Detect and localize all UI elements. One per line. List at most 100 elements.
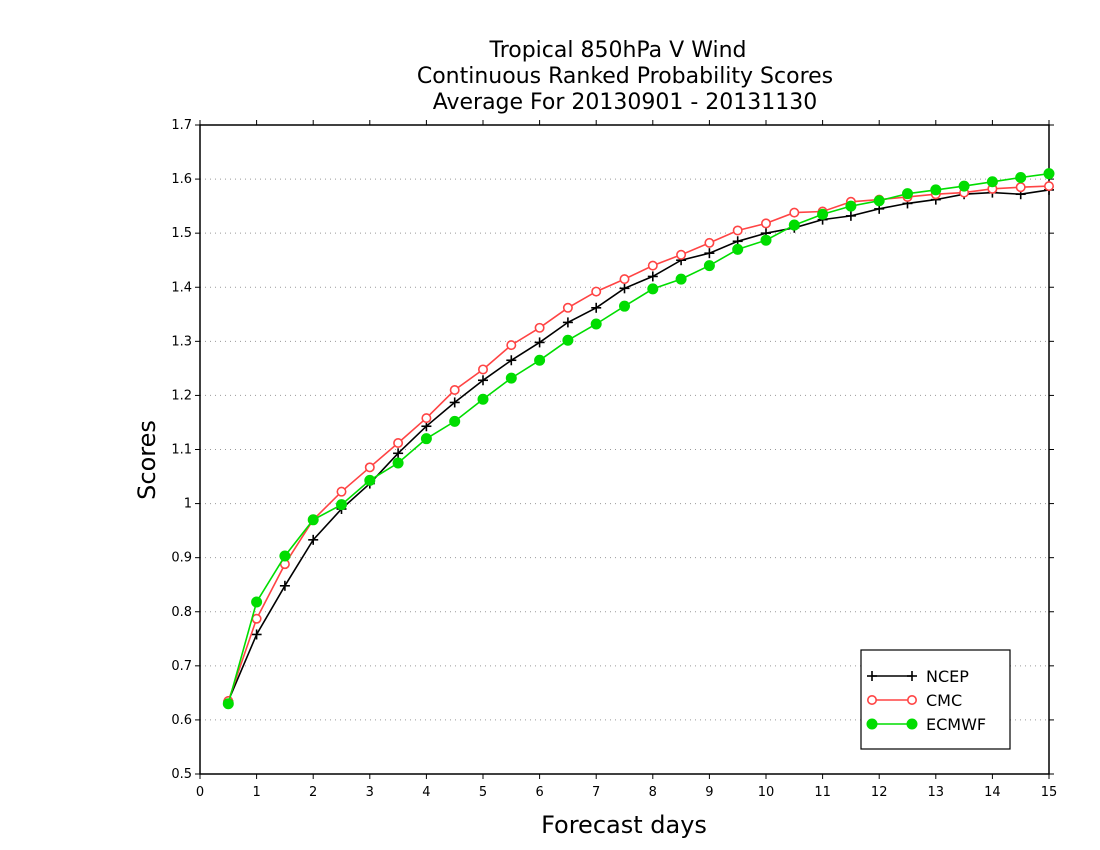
x-tick-label: 7: [592, 785, 600, 800]
data-point-ecmwf: [364, 474, 376, 486]
data-point-cmc: [1015, 182, 1026, 193]
data-point-ecmwf: [279, 550, 291, 562]
data-point-ncep: [251, 629, 262, 640]
y-tick-label: 1.2: [171, 388, 192, 403]
data-point-ecmwf: [902, 188, 913, 200]
grid-lines: [200, 178, 1049, 721]
data-point-ncep: [279, 580, 290, 591]
data-point-ncep: [393, 448, 404, 459]
data-point-ecmwf: [732, 243, 744, 255]
data-point-ncep: [704, 248, 715, 259]
legend-label-cmc: CMC: [926, 691, 962, 710]
data-point-ecmwf: [534, 354, 546, 366]
series-ecmwf: [222, 168, 1055, 710]
data-point-ecmwf: [647, 283, 659, 295]
y-axis-label: Scores: [133, 420, 161, 500]
x-tick-label: 2: [309, 785, 317, 800]
y-tick-label: 1.4: [171, 280, 192, 295]
data-point-ecmwf: [222, 698, 234, 710]
y-tick-label: 0.8: [171, 605, 192, 620]
y-tick-label: 0.5: [171, 767, 192, 782]
data-point-ecmwf: [1015, 171, 1027, 183]
y-tick-label: 1.7: [171, 118, 192, 133]
data-point-ncep: [308, 534, 319, 545]
y-tick-label: 1.1: [171, 443, 192, 458]
y-tick-label: 1.5: [171, 226, 192, 241]
data-point-ecmwf: [449, 415, 461, 427]
series-ncep: [223, 184, 1054, 706]
x-tick-label: 5: [479, 785, 487, 800]
data-point-ecmwf: [336, 499, 347, 511]
x-tick-label: 8: [649, 785, 657, 800]
data-point-cmc: [421, 413, 432, 424]
data-point-cmc: [477, 364, 488, 375]
x-tick-label: 1: [252, 785, 260, 800]
x-axis: 0 1 2 3 4 5 6 7 8 9 10 11 12 13 14 15: [196, 120, 1057, 800]
x-tick-label: 13: [928, 785, 945, 800]
data-point-ncep: [647, 271, 658, 282]
legend-marker-cmc: [866, 694, 877, 705]
y-tick-label: 0.9: [171, 551, 192, 566]
data-point-ncep: [534, 337, 545, 348]
x-tick-label: 10: [758, 785, 775, 800]
legend-marker-ncep: [867, 671, 877, 681]
data-point-ecmwf: [958, 180, 970, 192]
x-tick-label: 14: [984, 785, 1001, 800]
series-line-cmc: [227, 185, 1050, 702]
x-tick-label: 0: [196, 785, 204, 800]
data-point-cmc: [336, 486, 347, 497]
series-line-ncep: [227, 189, 1050, 702]
legend-marker-ecmwf: [866, 718, 878, 730]
data-point-cmc: [364, 462, 375, 473]
chart-title-line-3: Average For 20130901 - 20131130: [433, 90, 818, 115]
data-point-ecmwf: [873, 195, 885, 207]
data-point-ecmwf: [986, 176, 998, 188]
data-point-ecmwf: [817, 208, 829, 220]
data-point-ecmwf: [845, 200, 857, 212]
data-point-ncep: [591, 302, 602, 313]
data-point-cmc: [534, 322, 545, 333]
data-point-cmc: [562, 302, 573, 313]
x-tick-label: 6: [535, 785, 543, 800]
data-point-ecmwf: [619, 300, 630, 312]
chart-title-line-2: Continuous Ranked Probability Scores: [417, 64, 833, 89]
data-point-cmc: [676, 249, 687, 260]
data-point-ecmwf: [788, 219, 800, 231]
x-tick-label: 12: [871, 785, 888, 800]
data-point-cmc: [647, 260, 658, 271]
data-point-ecmwf: [392, 457, 404, 469]
legend: NCEP CMC ECMWF: [860, 649, 1011, 750]
y-tick-label: 0.7: [171, 659, 192, 674]
data-point-cmc: [760, 218, 771, 229]
legend-label-ncep: NCEP: [926, 667, 969, 686]
chart-title: Tropical 850hPa V Wind Continuous Ranked…: [417, 38, 833, 115]
data-point-ecmwf: [760, 234, 772, 246]
data-point-cmc: [789, 207, 800, 218]
y-tick-label: 1.3: [171, 334, 192, 349]
chart-title-line-1: Tropical 850hPa V Wind: [488, 38, 746, 63]
y-axis: 0.5 0.6 0.7 0.8 0.9 1 1.1 1.2 1.3 1.4 1.5 1.6 1.7: [171, 118, 1054, 782]
x-tick-label: 3: [366, 785, 374, 800]
data-point-ecmwf: [420, 433, 432, 445]
data-point-ncep: [845, 210, 856, 221]
data-point-ncep: [619, 283, 630, 294]
series-group: [222, 168, 1055, 710]
data-point-cmc: [732, 225, 743, 236]
legend-marker-ncep: [907, 671, 917, 681]
data-point-ecmwf: [307, 514, 319, 526]
y-tick-label: 1.6: [171, 172, 192, 187]
data-point-cmc: [591, 286, 602, 297]
data-point-ncep: [478, 375, 488, 386]
y-tick-label: 1: [184, 497, 192, 512]
legend-marker-ecmwf: [906, 718, 918, 730]
x-tick-label: 11: [814, 785, 831, 800]
data-point-cmc: [449, 385, 460, 396]
data-point-ecmwf: [930, 184, 942, 196]
legend-label-ecmwf: ECMWF: [926, 715, 986, 734]
data-point-ecmwf: [562, 334, 574, 346]
data-point-ecmwf: [1043, 168, 1055, 180]
data-point-ecmwf: [505, 372, 517, 384]
series-line-ecmwf: [227, 172, 1050, 704]
data-point-cmc: [1044, 181, 1055, 192]
